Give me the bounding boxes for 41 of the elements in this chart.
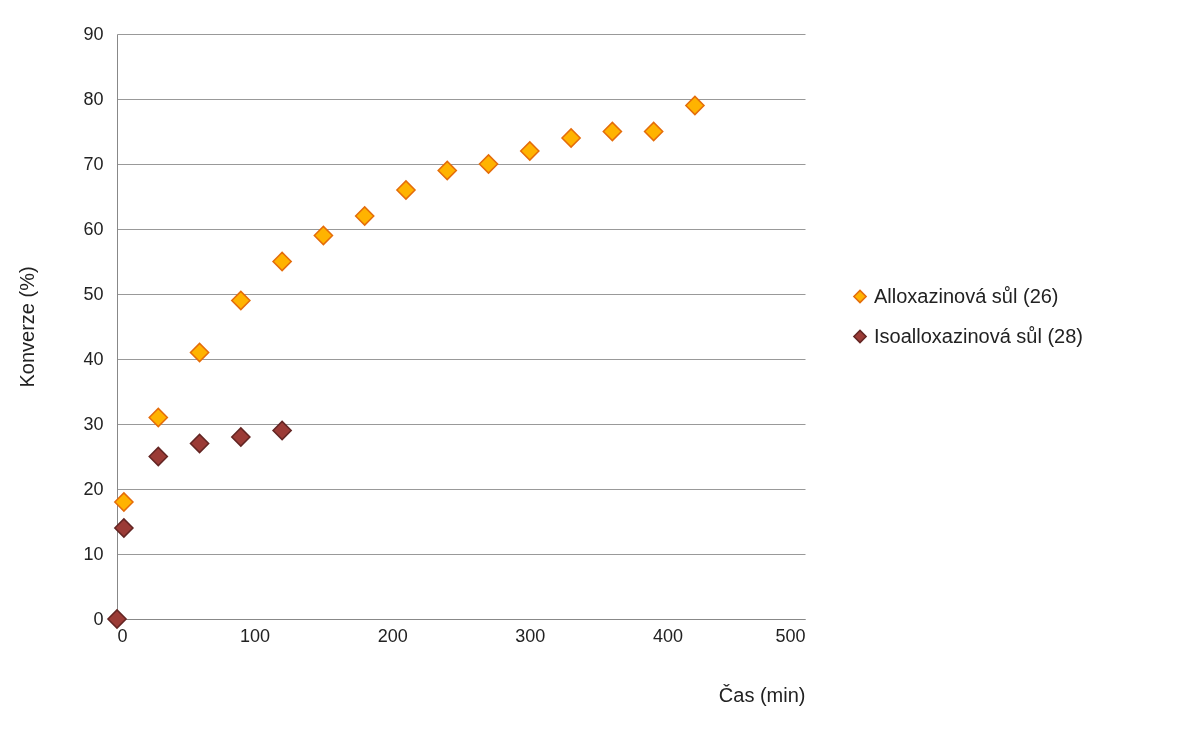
- y-tick-label: 60: [83, 218, 104, 239]
- point: [685, 95, 705, 116]
- y-tick-label: 20: [83, 478, 104, 499]
- point: [189, 433, 210, 454]
- x-tick-label: 500: [775, 625, 806, 646]
- legend-label: Alloxazinová sůl (26): [874, 284, 1059, 307]
- x-tick-label: 200: [377, 625, 408, 646]
- x-tick-label: 100: [240, 625, 271, 646]
- y-tick-label: 90: [83, 23, 104, 44]
- y-tick-label: 50: [83, 283, 104, 304]
- legend-label: Isoalloxazinová sůl (28): [874, 324, 1083, 347]
- point: [313, 225, 334, 246]
- y-tick-label: 0: [93, 608, 104, 629]
- x-axis-title: Čas (min): [718, 683, 806, 706]
- point: [114, 492, 134, 512]
- point: [643, 121, 664, 142]
- x-tick-label: 300: [515, 625, 546, 646]
- y-tick-label: 30: [83, 413, 104, 434]
- point: [148, 446, 169, 467]
- point: [519, 141, 540, 161]
- point: [189, 342, 210, 363]
- point: [114, 518, 134, 538]
- point: [602, 121, 623, 142]
- point: [272, 420, 292, 441]
- x-tick-label: 400: [652, 625, 683, 646]
- point: [107, 609, 127, 629]
- point: [354, 206, 375, 226]
- point: [561, 128, 581, 148]
- point: [272, 251, 292, 272]
- y-tick-label: 40: [83, 348, 104, 369]
- y-axis-title: Konverze (%): [16, 266, 39, 388]
- point: [231, 290, 251, 311]
- point: [396, 180, 416, 200]
- point: [148, 407, 169, 428]
- y-tick-label: 10: [83, 543, 104, 564]
- point: [231, 427, 251, 447]
- y-tick-label: 70: [83, 153, 104, 174]
- y-tick-label: 80: [83, 88, 104, 109]
- point: [478, 154, 499, 174]
- x-tick-label: 0: [117, 625, 128, 646]
- point: [437, 160, 458, 181]
